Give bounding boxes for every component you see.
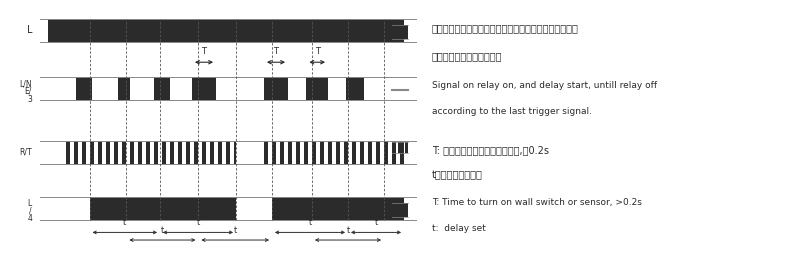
Text: T: 墙壁开关或传感器的接通时间,＞0.2s: T: 墙壁开关或传感器的接通时间,＞0.2s <box>432 145 549 155</box>
Bar <box>348 197 404 220</box>
Bar <box>154 77 170 100</box>
Text: /: / <box>30 206 32 215</box>
Text: t: t <box>123 218 126 227</box>
Bar <box>138 141 142 164</box>
Bar <box>130 141 134 164</box>
Bar <box>336 141 340 164</box>
Text: Signal on relay on, and delay start, untill relay off: Signal on relay on, and delay start, unt… <box>432 81 657 90</box>
Bar <box>360 141 364 164</box>
Bar <box>405 142 408 153</box>
Bar <box>90 141 94 164</box>
Bar <box>162 141 166 164</box>
Bar <box>376 141 380 164</box>
Bar <box>346 77 364 100</box>
Bar <box>344 141 348 164</box>
Bar <box>160 197 236 220</box>
Bar <box>154 141 158 164</box>
Bar <box>368 141 372 164</box>
Bar <box>114 141 118 164</box>
Bar <box>234 141 236 164</box>
Bar <box>306 77 328 100</box>
Bar <box>218 141 222 164</box>
Bar <box>264 141 268 164</box>
Text: t：设定的延时时间: t：设定的延时时间 <box>432 170 483 180</box>
Text: E/: E/ <box>25 87 32 96</box>
Text: t: t <box>374 218 378 227</box>
Text: L: L <box>26 25 32 36</box>
Text: t: t <box>196 218 200 227</box>
Text: 3: 3 <box>27 94 32 104</box>
Text: L: L <box>28 199 32 208</box>
Text: 4: 4 <box>27 214 32 223</box>
Bar <box>106 141 110 164</box>
Bar <box>304 141 308 164</box>
Bar <box>272 141 276 164</box>
Text: t: t <box>308 218 312 227</box>
Bar <box>76 77 92 100</box>
Bar <box>384 141 388 164</box>
Bar <box>48 19 404 42</box>
Bar <box>352 141 356 164</box>
Text: t: t <box>346 226 350 235</box>
Bar <box>392 203 408 216</box>
Text: t: t <box>234 226 237 235</box>
Bar <box>264 77 288 100</box>
Bar <box>194 141 198 164</box>
Text: t: t <box>161 226 164 235</box>
Bar <box>392 142 395 153</box>
Bar <box>392 25 408 39</box>
Text: T: Time to turn on wall switch or sensor, >0.2s: T: Time to turn on wall switch or sensor… <box>432 198 642 207</box>
Bar <box>192 77 216 100</box>
Text: 信号接通继电器闭合，并开始延时，延时到继电器断开。: 信号接通继电器闭合，并开始延时，延时到继电器断开。 <box>432 23 579 33</box>
Bar <box>280 141 284 164</box>
Bar <box>90 197 198 220</box>
Bar <box>66 141 70 164</box>
Bar <box>328 141 332 164</box>
Bar <box>312 141 316 164</box>
Bar <box>226 141 230 164</box>
Text: T: T <box>202 47 206 56</box>
Bar <box>186 141 190 164</box>
Text: T: T <box>314 47 320 56</box>
Bar <box>392 141 396 164</box>
Text: T: T <box>274 47 278 56</box>
Text: L/N: L/N <box>19 79 32 88</box>
Bar <box>146 141 150 164</box>
Text: t:  delay set: t: delay set <box>432 224 486 232</box>
Bar <box>210 141 214 164</box>
Bar <box>320 141 324 164</box>
Bar <box>118 77 130 100</box>
Bar <box>202 141 206 164</box>
Bar <box>122 141 126 164</box>
Bar <box>178 141 182 164</box>
Bar <box>170 141 174 164</box>
Bar <box>400 141 404 164</box>
Text: R/T: R/T <box>19 148 32 157</box>
Bar <box>98 141 102 164</box>
Bar <box>296 141 300 164</box>
Bar <box>82 141 86 164</box>
Bar <box>398 142 402 153</box>
Text: according to the last trigger signal.: according to the last trigger signal. <box>432 107 592 116</box>
Bar <box>288 141 292 164</box>
Bar <box>272 197 348 220</box>
Bar <box>74 141 78 164</box>
Text: 以最后一个触发信号为准。: 以最后一个触发信号为准。 <box>432 51 502 61</box>
